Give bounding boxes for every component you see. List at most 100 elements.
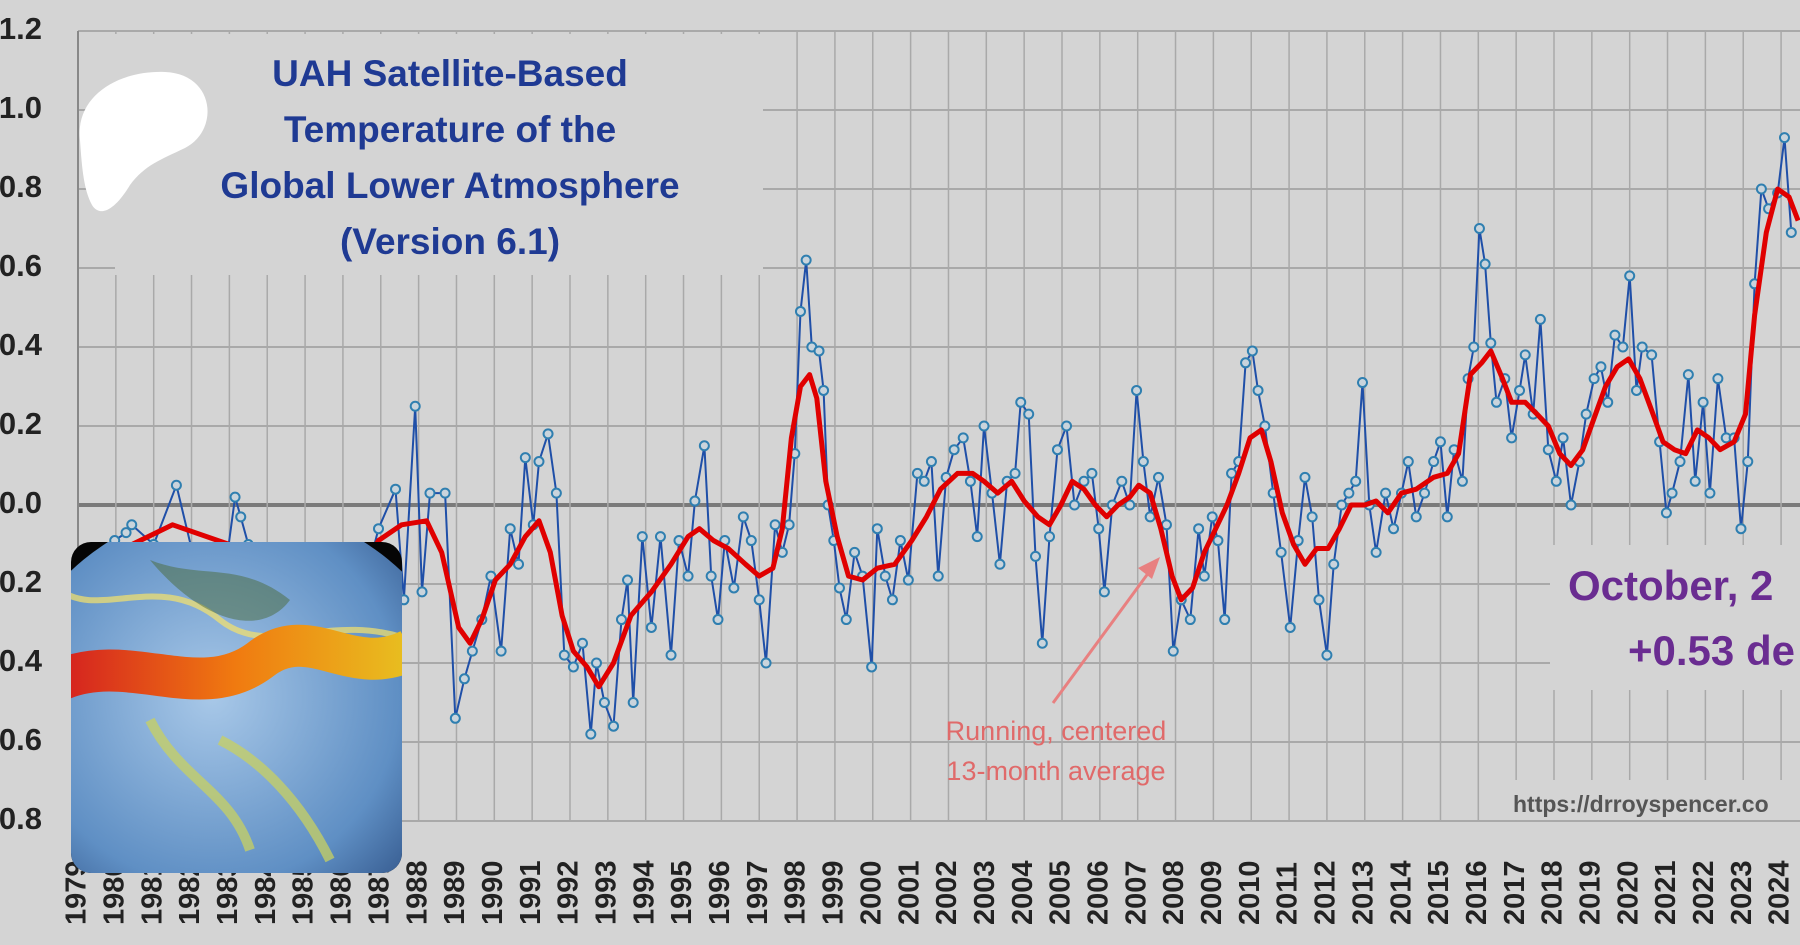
x-tick-label: 1990	[477, 860, 509, 925]
data-point	[1660, 507, 1672, 519]
land	[150, 560, 290, 621]
data-point	[1534, 313, 1546, 325]
data-point	[1153, 471, 1165, 483]
data-point	[1712, 373, 1724, 385]
plot-area	[72, 132, 1800, 740]
data-point	[818, 384, 830, 396]
data-point	[994, 558, 1006, 570]
data-point	[1078, 475, 1090, 487]
data-point	[1009, 467, 1021, 479]
data-point	[1343, 487, 1355, 499]
data-point	[948, 444, 960, 456]
x-tick-label: 1994	[628, 860, 660, 925]
data-point	[1402, 456, 1414, 468]
y-tick-label: -0.8	[0, 801, 42, 836]
data-point	[783, 519, 795, 531]
data-point	[1506, 432, 1518, 444]
data-point	[1778, 132, 1790, 144]
data-point	[840, 614, 852, 626]
x-tick-label: 2022	[1688, 860, 1720, 925]
data-point	[1219, 614, 1231, 626]
x-tick-label: 2024	[1764, 860, 1796, 925]
data-point	[886, 594, 898, 606]
data-point	[813, 345, 825, 357]
y-tick-label: 0.6	[0, 248, 42, 283]
data-point	[902, 574, 914, 586]
x-tick-label: 2023	[1726, 860, 1758, 925]
chart-title: Temperature of the	[284, 109, 616, 150]
x-tick-label: 2019	[1575, 860, 1607, 925]
data-point	[1068, 499, 1080, 511]
blob	[79, 71, 208, 212]
data-point	[390, 483, 402, 495]
chart-title: UAH Satellite-Based	[272, 53, 628, 94]
data-point	[728, 582, 740, 594]
data-point	[1093, 523, 1105, 535]
x-tick-label: 1993	[591, 860, 623, 925]
data-point	[760, 657, 772, 669]
data-point	[495, 645, 507, 657]
x-tick-label: 1999	[818, 860, 850, 925]
data-point	[894, 535, 906, 547]
y-tick-label: 0.4	[0, 327, 43, 362]
data-point	[978, 420, 990, 432]
data-point	[1023, 408, 1035, 420]
x-tick-label: 2017	[1499, 860, 1531, 925]
x-tick-label: 2011	[1272, 862, 1304, 925]
photo	[71, 542, 402, 873]
x-tick-label: 1997	[742, 860, 774, 925]
data-point	[567, 661, 579, 673]
x-tick-label: 2002	[931, 860, 963, 925]
data-point	[1755, 183, 1767, 195]
x-tick-label: 2021	[1650, 860, 1682, 925]
data-point	[1735, 523, 1747, 535]
data-point	[1588, 373, 1600, 385]
source-box	[1505, 780, 1800, 820]
x-tick-label: 1992	[553, 860, 585, 925]
data-point	[1051, 444, 1063, 456]
average-line	[75, 186, 1800, 690]
data-point	[1015, 396, 1027, 408]
data-point	[800, 254, 812, 266]
data-point	[1542, 444, 1554, 456]
data-point	[769, 519, 781, 531]
data-point	[1595, 361, 1607, 373]
data-point	[1167, 645, 1179, 657]
data-point	[1742, 456, 1754, 468]
data-point	[550, 487, 562, 499]
y-tick-label: 1.2	[0, 11, 42, 46]
flow	[145, 717, 335, 863]
data-point	[1193, 523, 1205, 535]
data-point	[682, 570, 694, 582]
data-point	[576, 637, 588, 649]
x-tick-label: 1996	[704, 860, 736, 925]
data-point	[1617, 341, 1629, 353]
data-point	[1485, 337, 1497, 349]
x-tick-label: 2007	[1120, 860, 1152, 925]
data-point	[170, 479, 182, 491]
data-point	[1284, 621, 1296, 633]
data-point	[1098, 586, 1110, 598]
x-tick-label: 2008	[1158, 860, 1190, 925]
data-point	[615, 614, 627, 626]
data-point	[1336, 499, 1348, 511]
x-tick-label: 2006	[1083, 860, 1115, 925]
data-point	[1116, 475, 1128, 487]
data-point	[424, 487, 436, 499]
data-point	[1131, 384, 1143, 396]
data-point	[1674, 456, 1686, 468]
data-point	[622, 574, 634, 586]
data-point	[879, 570, 891, 582]
data-point	[964, 475, 976, 487]
x-tick-label: 2020	[1612, 860, 1644, 925]
data-point	[705, 570, 717, 582]
x-tick-label: 2016	[1461, 860, 1493, 925]
data-point	[866, 661, 878, 673]
data-point	[1434, 436, 1446, 448]
data-point	[1246, 345, 1258, 357]
data-point	[598, 697, 610, 708]
data-point	[627, 697, 639, 708]
data-point	[1557, 432, 1569, 444]
data-point	[849, 546, 861, 558]
data-point	[1624, 270, 1636, 282]
